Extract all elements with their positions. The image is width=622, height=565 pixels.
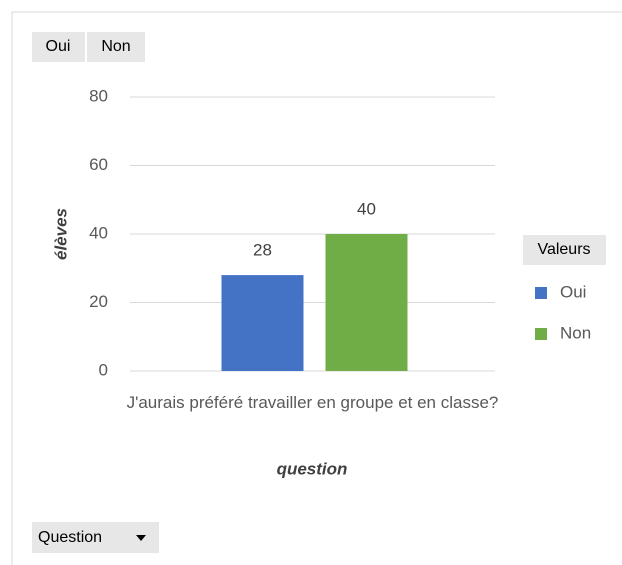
bar (325, 234, 408, 371)
filter-button[interactable] (32, 32, 85, 62)
legend-label: Oui (560, 282, 586, 301)
bar (221, 275, 304, 371)
legend-label: Non (560, 323, 591, 342)
dropdown-arrow[interactable] (136, 535, 146, 541)
filter-button-label[interactable]: Oui (46, 38, 71, 55)
filter-button[interactable] (87, 32, 145, 62)
y-tick-label: 20 (89, 292, 108, 311)
legend-title[interactable]: Valeurs (537, 241, 590, 258)
y-tick-label: 80 (89, 86, 108, 105)
x-tick-label: J'aurais préféré travailler en groupe et… (126, 393, 499, 412)
filter-button-label[interactable]: Non (101, 38, 130, 55)
chart-frame (11, 11, 622, 565)
y-axis-title: élèves (51, 208, 70, 260)
legend-swatch (535, 287, 547, 299)
axis-field-button[interactable] (32, 522, 159, 553)
legend-field-button[interactable] (523, 235, 606, 265)
legend-swatch (535, 328, 547, 340)
y-tick-label: 0 (99, 360, 108, 379)
data-label: 28 (253, 241, 272, 260)
y-tick-label: 40 (89, 223, 108, 242)
axis-field-button-label[interactable]: Question (38, 529, 102, 546)
x-axis-title: question (277, 459, 348, 478)
data-label: 40 (357, 199, 376, 218)
y-tick-label: 60 (89, 155, 108, 174)
